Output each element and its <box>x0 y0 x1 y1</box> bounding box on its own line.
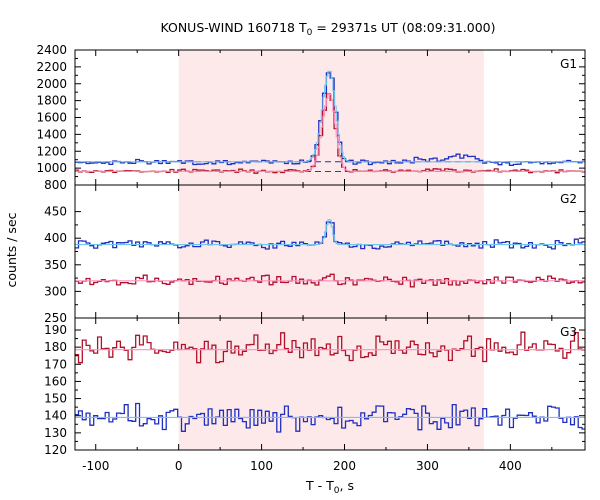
y-tick-label: 190 <box>44 323 67 337</box>
panel-label-g3: G3 <box>560 325 577 339</box>
y-tick-label: 120 <box>44 443 67 457</box>
x-tick-label: 400 <box>499 459 522 473</box>
y-tick-label: 180 <box>44 340 67 354</box>
x-tick-label: 0 <box>175 459 183 473</box>
x-tick-label: 300 <box>416 459 439 473</box>
y-tick-label: 170 <box>44 357 67 371</box>
panel-g3-data <box>75 331 585 433</box>
y-tick-label: 130 <box>44 426 67 440</box>
panel-label-g2: G2 <box>560 192 577 206</box>
x-tick-label: 200 <box>333 459 356 473</box>
data-series-red <box>75 331 585 364</box>
data-series-blue <box>75 221 585 250</box>
y-tick-label: 350 <box>44 258 67 272</box>
chart-title: KONUS-WIND 160718 T0 = 29371s UT (08:09:… <box>160 20 495 38</box>
y-tick-label: 1400 <box>36 127 67 141</box>
panel-label-g1: G1 <box>560 57 577 71</box>
y-tick-label: 300 <box>44 284 67 298</box>
y-tick-label: 250 <box>44 311 67 325</box>
panel-g1-data <box>75 70 585 174</box>
y-tick-label: 1600 <box>36 111 67 125</box>
plot-area: 80010001200140016001800200022002400G1250… <box>36 43 586 473</box>
y-tick-label: 1200 <box>36 144 67 158</box>
x-tick-label: -100 <box>82 459 109 473</box>
y-tick-label: 1800 <box>36 94 67 108</box>
y-tick-label: 800 <box>44 178 67 192</box>
x-tick-label: 100 <box>250 459 273 473</box>
y-tick-label: 160 <box>44 374 67 388</box>
panel-g2-data <box>75 219 585 288</box>
model-series-red <box>75 93 585 172</box>
data-series-blue <box>75 402 585 433</box>
x-axis-label: T - T0, s <box>305 478 354 496</box>
y-tick-label: 2400 <box>36 43 67 57</box>
model-series-blue <box>75 70 585 163</box>
y-axis-label: counts / sec <box>4 212 19 287</box>
panel-frame-g3 <box>74 317 586 451</box>
y-tick-label: 2000 <box>36 77 67 91</box>
y-tick-label: 2200 <box>36 60 67 74</box>
y-tick-label: 1000 <box>36 161 67 175</box>
y-tick-label: 140 <box>44 409 67 423</box>
y-tick-label: 450 <box>44 205 67 219</box>
model-series-blue <box>75 219 585 246</box>
y-tick-label: 150 <box>44 392 67 406</box>
data-series-blue <box>75 72 585 166</box>
highlight-region <box>178 50 484 450</box>
y-tick-label: 400 <box>44 231 67 245</box>
